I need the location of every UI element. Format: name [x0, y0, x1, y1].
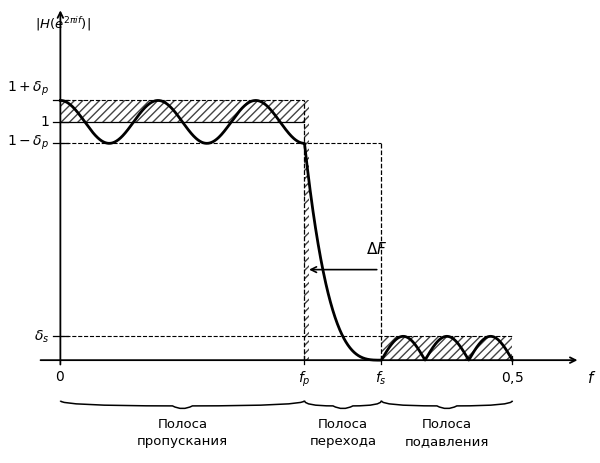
- Text: $f_s$: $f_s$: [376, 369, 387, 387]
- Text: $f$: $f$: [587, 369, 596, 386]
- Text: Полоса
перехода: Полоса перехода: [310, 418, 376, 448]
- Text: $0{,}5$: $0{,}5$: [501, 369, 524, 386]
- Text: $f_p$: $f_p$: [298, 369, 311, 389]
- Text: $\delta_s$: $\delta_s$: [34, 328, 50, 344]
- Text: $1 - \delta_p$: $1 - \delta_p$: [7, 134, 50, 152]
- Text: $1 + \delta_p$: $1 + \delta_p$: [7, 80, 50, 98]
- Text: $1$: $1$: [40, 115, 50, 129]
- Text: $0$: $0$: [55, 369, 65, 384]
- Text: $\Delta F$: $\Delta F$: [366, 240, 388, 257]
- Text: $|H(e^{2\pi if})|$: $|H(e^{2\pi if})|$: [35, 15, 91, 32]
- Text: Полоса
подавления: Полоса подавления: [405, 418, 489, 448]
- Text: Полоса
пропускания: Полоса пропускания: [137, 418, 228, 448]
